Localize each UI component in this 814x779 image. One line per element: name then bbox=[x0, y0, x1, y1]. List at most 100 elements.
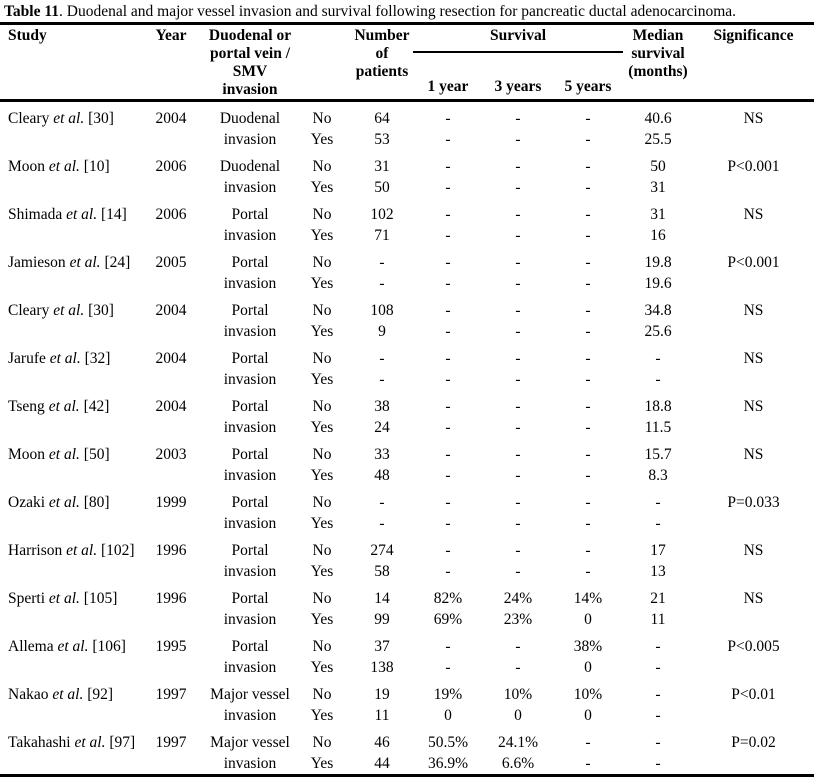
survival-3yr-cell: - bbox=[515, 254, 521, 271]
patients-cell: 108 bbox=[370, 302, 394, 319]
study-name: Allema bbox=[8, 638, 54, 655]
study-cell bbox=[0, 225, 135, 246]
survival-3yr-cell: - bbox=[515, 494, 521, 511]
patients-cell: 24 bbox=[374, 419, 390, 436]
invasion-status-cell: Yes bbox=[310, 323, 334, 340]
table-title-label: Table 11 bbox=[4, 3, 59, 20]
year-cell: 1997 bbox=[155, 734, 187, 751]
median-survival-cell: 18.8 bbox=[644, 398, 672, 415]
invasion-cell: invasion bbox=[223, 755, 277, 772]
study-cell: Cleary et al. [30] bbox=[0, 108, 135, 129]
survival-1yr-cell: - bbox=[445, 131, 451, 148]
median-survival-cell: 50 bbox=[650, 158, 666, 175]
median-survival-cell: 15.7 bbox=[644, 446, 672, 463]
median-survival-cell: 34.8 bbox=[644, 302, 672, 319]
results-table: Study Year Duodenal or portal vein / SMV… bbox=[0, 25, 814, 777]
study-name: Takahashi bbox=[8, 734, 71, 751]
invasion-cell: Duodenal bbox=[219, 158, 281, 175]
invasion-status-cell: No bbox=[312, 494, 332, 511]
study-cell bbox=[0, 465, 135, 486]
survival-5yr-cell: - bbox=[585, 350, 591, 367]
survival-5yr-cell: - bbox=[585, 323, 591, 340]
survival-5yr-cell: - bbox=[585, 206, 591, 223]
invasion-status-cell: Yes bbox=[310, 227, 334, 244]
survival-1yr-cell: - bbox=[445, 350, 451, 367]
significance-cell: P<0.001 bbox=[727, 254, 780, 271]
invasion-status-cell: No bbox=[312, 206, 332, 223]
survival-3yr-cell: - bbox=[515, 131, 521, 148]
study-etal: et al. bbox=[48, 158, 80, 175]
patients-cell: 53 bbox=[374, 131, 390, 148]
survival-1yr-cell: - bbox=[445, 494, 451, 511]
significance-cell: NS bbox=[743, 350, 764, 367]
year-cell bbox=[135, 369, 207, 390]
study-cell: Cleary et al. [30] bbox=[0, 300, 135, 321]
invasion-status-cell: No bbox=[312, 254, 332, 271]
median-survival-cell: 19.6 bbox=[644, 275, 672, 292]
invasion-cell: invasion bbox=[223, 131, 277, 148]
significance-cell bbox=[693, 177, 814, 198]
invasion-status-cell: Yes bbox=[310, 611, 334, 628]
survival-5yr-cell: 14% bbox=[573, 590, 603, 607]
significance-cell bbox=[693, 705, 814, 726]
significance-cell: NS bbox=[743, 398, 764, 415]
table-row-yes: invasion Yes 48 - - - 8.3 bbox=[0, 465, 814, 486]
survival-3yr-cell: - bbox=[515, 350, 521, 367]
significance-cell: NS bbox=[743, 590, 764, 607]
survival-3yr-cell: - bbox=[515, 158, 521, 175]
table-row-yes: invasion Yes - - - - - bbox=[0, 369, 814, 390]
invasion-cell: Major vessel bbox=[210, 686, 290, 703]
survival-1yr-cell: - bbox=[445, 110, 451, 127]
survival-1yr-cell: - bbox=[445, 515, 451, 532]
significance-cell bbox=[693, 513, 814, 534]
study-name: Nakao bbox=[8, 686, 49, 703]
patients-cell: 138 bbox=[370, 659, 394, 676]
study-ref: [42] bbox=[83, 398, 110, 415]
table-header: Study Year Duodenal or portal vein / SMV… bbox=[0, 25, 814, 101]
survival-3yr-cell: - bbox=[515, 227, 521, 244]
survival-1yr-cell: 36.9% bbox=[427, 755, 469, 772]
study-etal: et al. bbox=[53, 302, 85, 319]
study-cell: Jarufe et al. [32] bbox=[0, 348, 135, 369]
study-etal: et al. bbox=[48, 398, 80, 415]
invasion-status-cell: No bbox=[312, 110, 332, 127]
invasion-status-cell: Yes bbox=[310, 659, 334, 676]
study-group: Moon et al. [50] 2003 Portal No 33 - - -… bbox=[0, 438, 814, 486]
survival-1yr-cell: 19% bbox=[433, 686, 463, 703]
median-survival-cell: - bbox=[655, 707, 661, 724]
survival-5yr-cell: 0 bbox=[584, 707, 592, 724]
table-row-yes: invasion Yes 71 - - - 16 bbox=[0, 225, 814, 246]
survival-1yr-cell: - bbox=[445, 638, 451, 655]
survival-5yr-cell: - bbox=[585, 467, 591, 484]
table-row-no: Takahashi et al. [97] 1997 Major vessel … bbox=[0, 732, 814, 753]
table-row-yes: invasion Yes 53 - - - 25.5 bbox=[0, 129, 814, 150]
invasion-status-cell: Yes bbox=[310, 131, 334, 148]
group-spacer bbox=[0, 101, 814, 109]
header-year: Year bbox=[155, 27, 187, 44]
study-name: Shimada bbox=[8, 206, 63, 223]
study-name: Moon bbox=[8, 158, 46, 175]
header-survival: Survival bbox=[413, 25, 624, 54]
survival-5yr-cell: - bbox=[585, 755, 591, 772]
header-patients: Number of patients bbox=[354, 27, 410, 80]
patients-cell: 46 bbox=[374, 734, 390, 751]
study-cell bbox=[0, 657, 135, 678]
invasion-cell: invasion bbox=[223, 515, 277, 532]
study-ref: [80] bbox=[83, 494, 110, 511]
study-group: Allema et al. [106] 1995 Portal No 37 - … bbox=[0, 630, 814, 678]
survival-1yr-cell: - bbox=[445, 467, 451, 484]
patients-cell: - bbox=[379, 350, 385, 367]
year-cell: 2004 bbox=[155, 398, 187, 415]
year-cell: 2004 bbox=[155, 302, 187, 319]
year-cell bbox=[135, 177, 207, 198]
study-cell: Tseng et al. [42] bbox=[0, 396, 135, 417]
invasion-cell: invasion bbox=[223, 659, 277, 676]
invasion-status-cell: No bbox=[312, 734, 332, 751]
study-etal: et al. bbox=[49, 350, 81, 367]
study-cell: Nakao et al. [92] bbox=[0, 684, 135, 705]
survival-5yr-cell: - bbox=[585, 734, 591, 751]
patients-cell: - bbox=[379, 371, 385, 388]
table-row-no: Allema et al. [106] 1995 Portal No 37 - … bbox=[0, 636, 814, 657]
patients-cell: 64 bbox=[374, 110, 390, 127]
invasion-cell: invasion bbox=[223, 179, 277, 196]
